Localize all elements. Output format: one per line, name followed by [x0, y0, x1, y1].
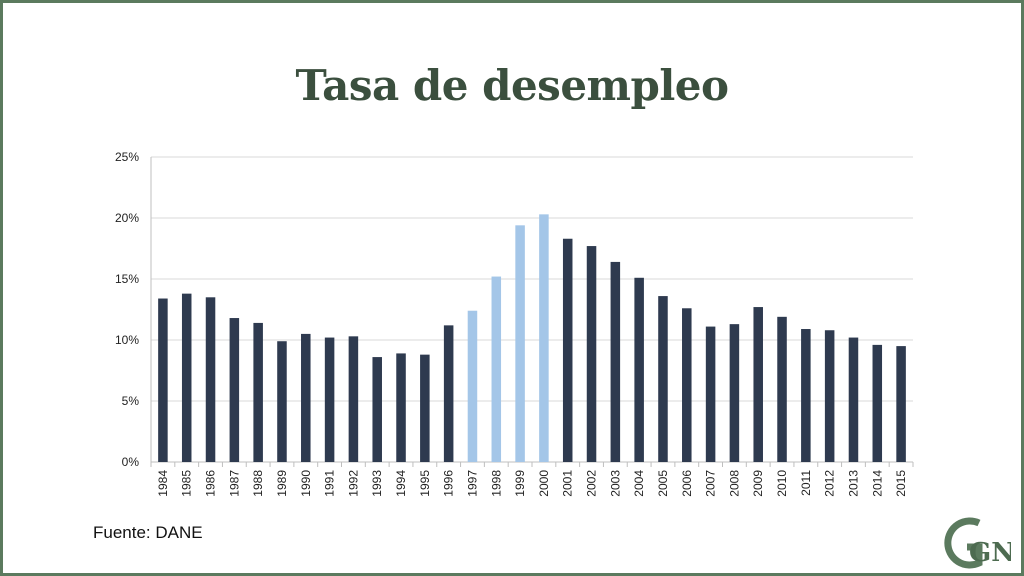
- x-tick-label: 1993: [370, 470, 384, 497]
- source-note: Fuente: DANE: [93, 523, 203, 542]
- bar: [729, 324, 740, 462]
- bar: [301, 333, 311, 462]
- bar: [634, 277, 644, 462]
- bar: [467, 310, 478, 462]
- bar: [848, 337, 859, 462]
- y-tick-label: 5%: [122, 394, 140, 408]
- bar: [443, 325, 454, 462]
- bar: [491, 276, 502, 462]
- bar: [801, 329, 811, 462]
- bar: [396, 353, 406, 462]
- x-tick-label: 1991: [323, 470, 337, 497]
- bar: [872, 344, 883, 462]
- bar: [277, 341, 287, 462]
- bar: [705, 326, 716, 462]
- x-tick-label: 2008: [727, 470, 741, 497]
- x-tick-label: 1985: [180, 470, 194, 497]
- x-tick-label: 2000: [537, 470, 551, 497]
- bar: [753, 307, 763, 462]
- bar: [610, 261, 621, 462]
- x-tick-label: 2015: [894, 470, 908, 497]
- y-tick-label: 0%: [122, 455, 140, 469]
- y-tick-label: 20%: [115, 211, 139, 225]
- x-tick-label: 2005: [656, 470, 670, 497]
- x-tick-label: 1994: [394, 470, 408, 497]
- bar: [777, 316, 787, 462]
- x-tick-label: 2004: [632, 470, 646, 497]
- x-tick-label: 2007: [704, 470, 718, 497]
- logo-letters: GN: [969, 538, 1011, 568]
- x-tick-label: 1984: [156, 470, 170, 497]
- bar: [324, 337, 335, 462]
- x-tick-label: 2014: [870, 470, 884, 497]
- x-tick-label: 1987: [227, 470, 241, 497]
- bar: [205, 297, 216, 462]
- x-tick-label: 2002: [585, 470, 599, 497]
- y-tick-label: 10%: [115, 333, 139, 347]
- bar: [824, 330, 835, 462]
- x-tick-label: 2011: [799, 470, 813, 496]
- x-tick-label: 2009: [751, 470, 765, 497]
- x-tick-label: 1999: [513, 470, 527, 497]
- x-tick-label: 1988: [251, 470, 265, 497]
- x-tick-label: 1996: [442, 470, 456, 497]
- x-tick-label: 2001: [561, 470, 575, 497]
- x-tick-label: 2013: [846, 470, 860, 497]
- bar: [158, 298, 168, 462]
- x-tick-label: 1998: [489, 470, 503, 497]
- x-tick-label: 1992: [346, 470, 360, 497]
- x-tick-label: 1986: [204, 470, 218, 497]
- bar: [372, 357, 382, 462]
- bar: [181, 293, 192, 462]
- x-tick-label: 1997: [465, 470, 479, 497]
- chart-title: Tasa de desempleo: [295, 61, 729, 110]
- bar: [896, 346, 906, 462]
- x-tick-label: 1990: [299, 470, 313, 497]
- bar: [420, 354, 430, 462]
- bar: [348, 336, 359, 462]
- y-tick-label: 25%: [115, 150, 139, 164]
- y-tick-label: 15%: [115, 272, 139, 286]
- bar: [682, 308, 692, 462]
- bar: [253, 322, 263, 462]
- x-tick-label: 2012: [823, 470, 837, 497]
- bar: [229, 318, 240, 462]
- x-tick-label: 2010: [775, 470, 789, 497]
- x-tick-label: 2006: [680, 470, 694, 497]
- x-tick-label: 1995: [418, 470, 432, 497]
- x-tick-label: 2003: [608, 470, 622, 497]
- x-tick-label: 1989: [275, 470, 289, 497]
- gn-logo-icon: GN: [944, 517, 1011, 569]
- bar: [515, 225, 525, 462]
- bar: [539, 214, 549, 462]
- bar: [658, 296, 668, 462]
- bar-chart: 0% 5% 10% 15% 20% 25% 1984 1985 1986 1987 1988 1989…: [115, 150, 914, 497]
- bar: [562, 238, 573, 462]
- bar: [586, 246, 597, 462]
